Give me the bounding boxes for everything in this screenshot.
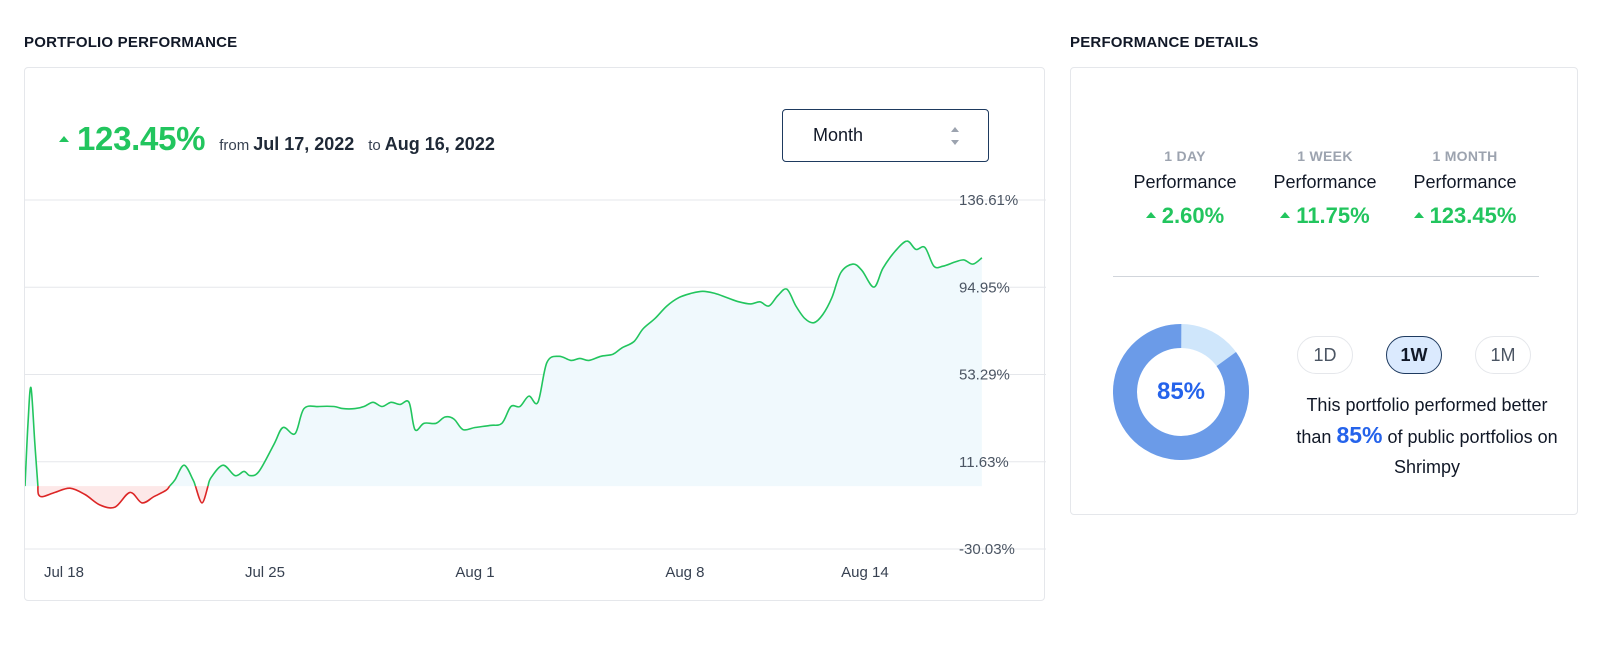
stat-period: 1 DAY <box>1164 148 1206 164</box>
donut-center-label: 85% <box>1156 378 1206 405</box>
portfolio-performance-title: PORTFOLIO PERFORMANCE <box>24 34 238 51</box>
negative-area <box>37 486 170 508</box>
time-range-value: Month <box>813 125 864 145</box>
x-tick-label: Aug 1 <box>455 564 494 581</box>
performance-line-negative <box>37 485 171 509</box>
x-tick-label: Jul 25 <box>245 564 285 581</box>
positive-area <box>207 241 982 487</box>
y-tick-label: 11.63% <box>959 454 1009 471</box>
toggle-1d-button[interactable]: 1D <box>1297 336 1353 374</box>
up-arrow-icon <box>1145 212 1156 218</box>
stat-value: 2.60% <box>1115 203 1255 229</box>
stat-1-day: 1 DAY Performance 2.60% <box>1115 148 1255 229</box>
up-arrow-icon <box>59 136 69 142</box>
performance-line-positive <box>207 240 983 487</box>
stat-label: Performance <box>1273 172 1377 192</box>
stat-value: 11.75% <box>1255 203 1395 229</box>
y-tick-label: 94.95% <box>959 279 1010 296</box>
time-range-select[interactable]: Month <box>782 109 989 162</box>
to-date: Aug 16, 2022 <box>384 134 495 154</box>
stat-value-text: 2.60% <box>1161 203 1225 228</box>
headline-performance: 123.45% from Jul 17, 2022 to Aug 16, 202… <box>59 120 495 158</box>
performance-line-negative <box>194 485 209 504</box>
to-label: to <box>368 137 381 154</box>
headline-percent: 123.45% <box>77 120 206 157</box>
stat-value-text: 123.45% <box>1429 203 1517 228</box>
blurb-after: of public portfolios on Shrimpy <box>1387 427 1558 477</box>
positive-area <box>169 465 196 487</box>
performance-line-positive <box>168 464 197 487</box>
stat-label: Performance <box>1413 172 1517 192</box>
stat-period: 1 MONTH <box>1432 148 1498 164</box>
portfolio-chart-card: 123.45% from Jul 17, 2022 to Aug 16, 202… <box>24 67 1046 601</box>
from-label: from <box>219 137 250 154</box>
toggle-1w-button[interactable]: 1W <box>1386 336 1442 374</box>
performance-details-card: 1 DAY Performance 2.60% 1 WEEK Performan… <box>1070 67 1578 515</box>
period-toggles: 1D 1W 1M <box>1297 336 1557 374</box>
performance-stats: 1 DAY Performance 2.60% 1 WEEK Performan… <box>1071 148 1579 229</box>
y-tick-label: 53.29% <box>959 367 1010 384</box>
x-tick-label: Jul 18 <box>44 564 84 581</box>
negative-area <box>195 486 208 503</box>
percentile-donut-chart <box>1113 324 1249 460</box>
performance-details-title: PERFORMANCE DETAILS <box>1070 34 1259 51</box>
stat-value: 123.45% <box>1395 203 1535 229</box>
blurb-before: This portfolio performed better than <box>1296 395 1548 447</box>
stat-1-month: 1 MONTH Performance 123.45% <box>1395 148 1535 229</box>
stat-value-text: 11.75% <box>1296 203 1370 228</box>
details-divider <box>1113 276 1539 277</box>
performance-line-positive <box>25 386 39 487</box>
blurb-highlight: 85% <box>1336 422 1383 448</box>
from-date: Jul 17, 2022 <box>253 134 355 154</box>
up-arrow-icon <box>1413 212 1424 218</box>
performance-chart: 136.61% 94.95% 53.29% 11.63% -30.03% Jul 18 J… <box>25 192 1046 581</box>
x-tick-label: Aug 8 <box>665 564 704 581</box>
toggle-1m-button[interactable]: 1M <box>1475 336 1531 374</box>
x-tick-label: Aug 14 <box>841 564 889 581</box>
stat-period: 1 WEEK <box>1297 148 1353 164</box>
y-tick-label: -30.03% <box>959 541 1015 558</box>
stat-1-week: 1 WEEK Performance 11.75% <box>1255 148 1395 229</box>
percentile-description: This portfolio performed better than 85%… <box>1291 390 1563 482</box>
y-tick-label: 136.61% <box>959 192 1018 209</box>
positive-area <box>25 387 38 487</box>
select-arrows-icon <box>950 127 960 145</box>
stat-label: Performance <box>1133 172 1237 192</box>
up-arrow-icon <box>1280 212 1291 218</box>
